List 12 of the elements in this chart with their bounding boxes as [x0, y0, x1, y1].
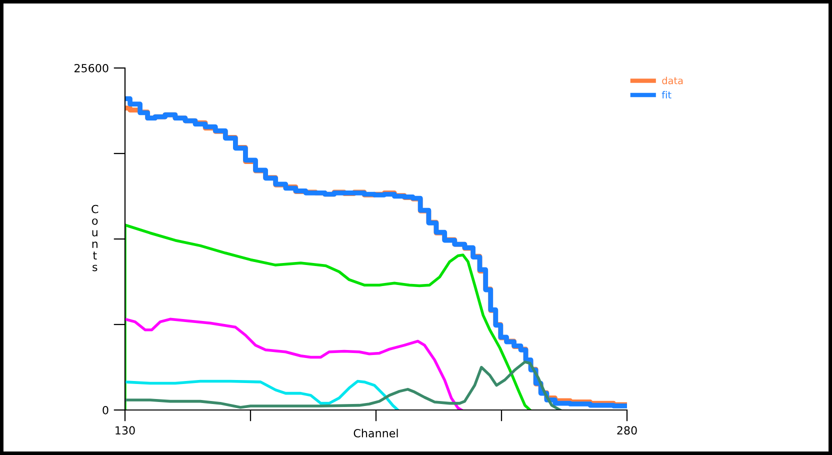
line-series: [125, 380, 400, 410]
legend-label: data: [662, 76, 683, 84]
x-tick-label: 130: [116, 426, 135, 435]
y-axis-title: Counts: [92, 204, 98, 272]
line-series: [125, 224, 532, 410]
line-series: [125, 360, 562, 410]
legend-label: fit: [662, 91, 672, 98]
x-tick-label: 280: [617, 426, 637, 435]
y-tick-label: 0: [102, 406, 108, 414]
y-tick-label: 25600: [74, 64, 108, 72]
line-series: [125, 318, 463, 410]
x-axis-title: Channel: [354, 428, 398, 438]
